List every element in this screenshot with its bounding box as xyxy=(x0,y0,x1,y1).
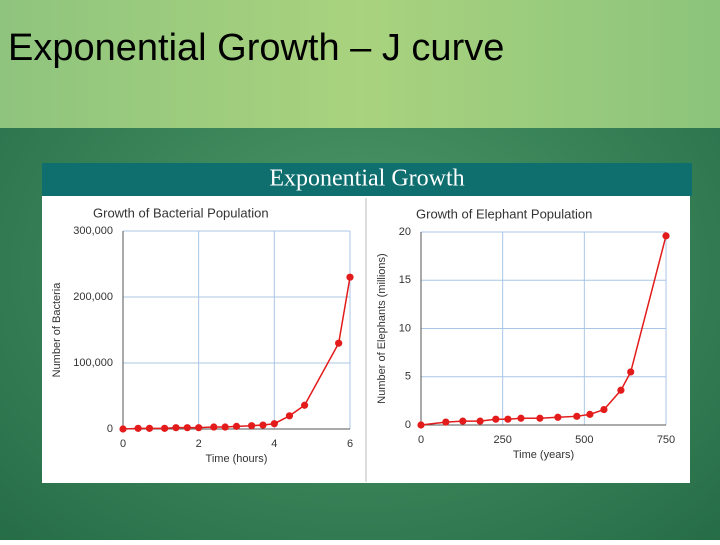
data-point xyxy=(504,415,512,423)
y-tick-label: 300,000 xyxy=(73,225,113,237)
data-point xyxy=(161,424,169,432)
data-point xyxy=(248,422,256,430)
data-point xyxy=(346,273,354,281)
x-tick-label: 6 xyxy=(347,438,353,450)
data-point xyxy=(536,414,544,422)
data-point xyxy=(270,420,278,428)
data-point xyxy=(145,424,154,432)
data-point xyxy=(476,417,484,425)
data-point xyxy=(554,413,562,421)
x-tick-label: 4 xyxy=(271,438,277,450)
data-point xyxy=(600,405,608,414)
y-tick-label: 100,000 xyxy=(73,357,113,369)
data-point xyxy=(285,412,294,420)
y-axis-title: Number of Bacteria xyxy=(51,282,63,378)
x-tick-label: 250 xyxy=(493,434,511,446)
banner-title: Exponential Growth xyxy=(269,166,464,192)
data-point xyxy=(221,423,229,431)
data-point xyxy=(183,424,191,432)
x-axis-title: Time (hours) xyxy=(206,453,268,465)
data-point xyxy=(586,410,594,418)
x-tick-label: 2 xyxy=(196,438,202,450)
y-tick-label: 5 xyxy=(405,371,411,383)
y-tick-label: 15 xyxy=(399,274,411,286)
data-point xyxy=(459,417,467,425)
y-tick-label: 0 xyxy=(107,423,113,435)
data-point xyxy=(195,424,203,432)
x-tick-label: 750 xyxy=(657,434,675,446)
data-point xyxy=(662,232,670,240)
data-point xyxy=(573,412,581,420)
data-point xyxy=(210,423,218,431)
data-point xyxy=(259,421,267,429)
x-tick-label: 0 xyxy=(120,438,126,450)
y-axis-title: Number of Elephants (millions) xyxy=(376,253,388,403)
y-tick-label: 20 xyxy=(399,226,411,238)
data-point xyxy=(442,418,450,426)
data-point xyxy=(627,368,635,376)
y-tick-label: 10 xyxy=(399,322,411,334)
x-tick-label: 500 xyxy=(575,434,593,446)
data-point xyxy=(417,421,425,429)
x-axis-title: Time (years) xyxy=(513,449,574,461)
slide-title: Exponential Growth – J curve xyxy=(8,27,504,69)
data-point xyxy=(232,422,241,430)
data-point xyxy=(517,414,525,422)
y-tick-label: 200,000 xyxy=(73,291,113,303)
chart-title: Growth of Bacterial Population xyxy=(93,205,269,220)
title-band xyxy=(0,0,720,128)
data-point xyxy=(492,415,500,423)
data-point xyxy=(172,424,180,432)
data-point xyxy=(301,401,309,409)
data-point xyxy=(134,424,142,432)
data-point xyxy=(119,425,127,433)
data-point xyxy=(335,339,343,347)
data-point xyxy=(617,386,625,394)
chart-title: Growth of Elephant Population xyxy=(416,206,592,221)
x-tick-label: 0 xyxy=(418,434,424,446)
banner xyxy=(42,163,692,196)
y-tick-label: 0 xyxy=(405,419,411,431)
